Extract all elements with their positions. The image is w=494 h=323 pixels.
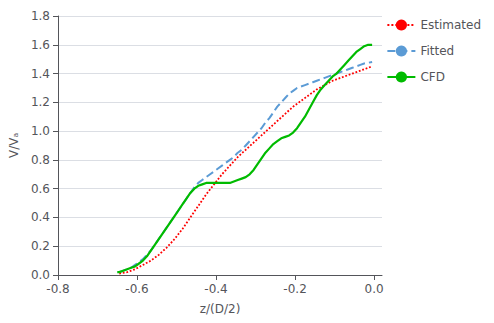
svg-text:0.4: 0.4 (31, 210, 50, 224)
svg-text:1.2: 1.2 (31, 95, 50, 109)
svg-text:1.6: 1.6 (31, 38, 50, 52)
svg-text:V/Vₐ: V/Vₐ (7, 133, 21, 158)
svg-text:-0.2: -0.2 (283, 282, 306, 296)
svg-text:-0.8: -0.8 (46, 282, 69, 296)
svg-text:0.0: 0.0 (31, 268, 50, 282)
svg-text:1.0: 1.0 (31, 124, 50, 138)
svg-text:0.0: 0.0 (365, 282, 384, 296)
svg-text:Fitted: Fitted (420, 44, 454, 58)
svg-text:0.2: 0.2 (31, 239, 50, 253)
svg-text:1.8: 1.8 (31, 9, 50, 23)
svg-text:0.8: 0.8 (31, 153, 50, 167)
svg-text:CFD: CFD (420, 70, 445, 84)
svg-text:Estimated: Estimated (420, 18, 481, 32)
svg-text:-0.6: -0.6 (125, 282, 148, 296)
svg-text:z/(D/2): z/(D/2) (200, 302, 241, 316)
svg-text:0.6: 0.6 (31, 182, 50, 196)
svg-text:1.4: 1.4 (31, 67, 50, 81)
svg-text:-0.4: -0.4 (204, 282, 227, 296)
